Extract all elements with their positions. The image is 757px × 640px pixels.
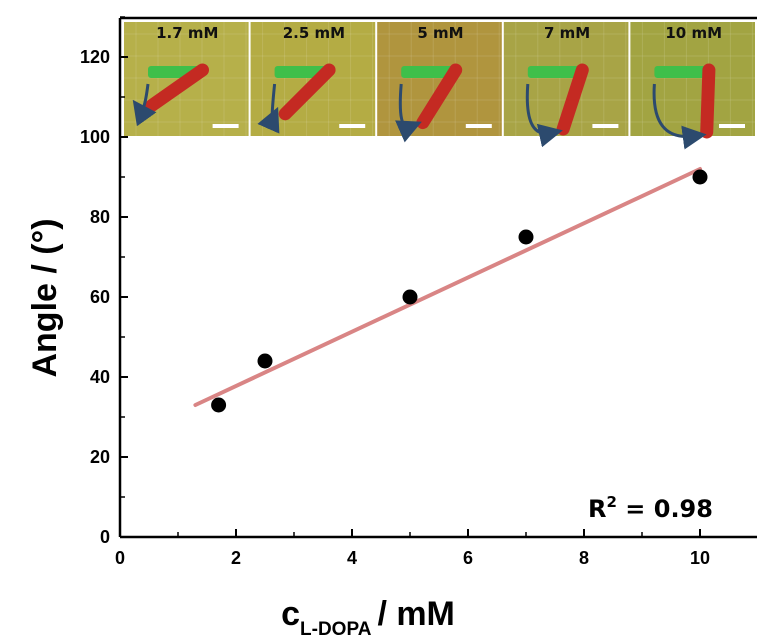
y-tick-label: 20 [90,447,110,467]
x-axis-title-subscript: L-DOPA [300,619,372,640]
inset-panel: 7 mM [503,22,629,148]
data-point [518,229,534,245]
x-axis-title: cL-DOPA / mM [281,595,455,640]
y-axis-title: Angle / (°) [26,218,64,377]
bend-arrow-icon [132,83,157,127]
r-value: = 0.98 [617,495,713,523]
green-segment [401,66,456,78]
data-point [211,397,227,413]
scale-bar [719,124,745,128]
x-tick-label: 8 [579,548,589,568]
scale-bar [339,124,366,128]
y-tick-label: 120 [80,47,110,67]
x-tick-label: 4 [347,548,357,568]
scale-bar [212,124,239,128]
data-point [692,169,708,185]
y-tick-label: 100 [80,127,110,147]
inset-panel-background [377,22,502,136]
data-point [402,289,418,305]
y-tick-label: 40 [90,367,110,387]
bend-arrow-icon [395,83,422,143]
red-segment [416,63,463,130]
data-points [211,169,708,413]
r-superscript: 2 [606,493,616,511]
inset-panel-label: 2.5 mM [283,24,345,42]
inset-panel: 5 mM [377,22,502,143]
scale-bar [592,124,619,128]
y-ticks: 0 20 40 60 80 100 120 [80,16,128,547]
plot-axes [118,16,757,539]
green-segment [527,66,583,78]
inset-photo-strip: 1.7 mM 2.5 mM 5 mM 7 mM 10 mM [124,22,755,150]
inset-panel-label: 7 mM [544,24,590,42]
bend-arrow-icon [525,83,563,148]
red-segment [700,63,716,139]
y-tick-label: 80 [90,207,110,227]
fit-line-group [193,167,702,407]
x-tick-label: 10 [690,548,710,568]
r-squared-annotation: R2 = 0.98 [588,493,713,523]
x-tick-label: 0 [115,548,125,568]
red-segment [556,63,589,136]
scale-bar [465,124,492,128]
x-tick-label: 2 [231,548,241,568]
inset-panel-label: 1.7 mM [156,24,218,42]
x-tick-label: 6 [463,548,473,568]
y-tick-label: 60 [90,287,110,307]
inset-panel: 10 mM [630,22,755,150]
r-label: R [588,495,606,523]
linear-fit-line [193,167,702,407]
inset-panel-label: 5 mM [417,24,463,42]
data-point [257,353,273,369]
x-ticks: 0 2 4 6 8 10 [115,529,710,568]
y-tick-label: 0 [100,527,110,547]
inset-panel-label: 10 mM [665,24,722,42]
bend-arrow-icon [257,83,280,134]
inset-panel-background [630,22,755,136]
red-segment [145,63,209,113]
x-axis-title-main: c [281,595,300,633]
bend-arrow-icon [652,83,707,150]
x-axis-title-unit: / mM [377,595,454,633]
green-segment [654,66,709,78]
inset-panel: 1.7 mM [124,22,249,136]
inset-panel: 2.5 mM [250,22,376,136]
red-segment [278,63,336,121]
